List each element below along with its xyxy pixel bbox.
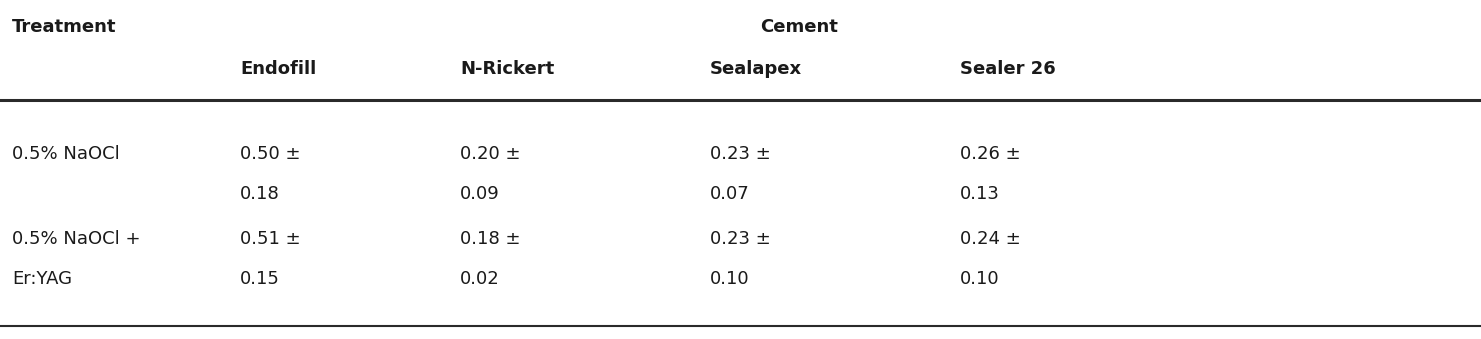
Text: 0.23 ±: 0.23 ±: [709, 145, 770, 163]
Text: 0.5% NaOCl: 0.5% NaOCl: [12, 145, 120, 163]
Text: Cement: Cement: [760, 18, 838, 36]
Text: 0.5% NaOCl +: 0.5% NaOCl +: [12, 230, 141, 248]
Text: Sealer 26: Sealer 26: [960, 60, 1056, 78]
Text: Sealapex: Sealapex: [709, 60, 803, 78]
Text: 0.10: 0.10: [709, 270, 749, 288]
Text: 0.10: 0.10: [960, 270, 1000, 288]
Text: 0.51 ±: 0.51 ±: [240, 230, 301, 248]
Text: 0.18: 0.18: [240, 185, 280, 203]
Text: 0.26 ±: 0.26 ±: [960, 145, 1020, 163]
Text: 0.23 ±: 0.23 ±: [709, 230, 770, 248]
Text: 0.18 ±: 0.18 ±: [461, 230, 520, 248]
Text: 0.15: 0.15: [240, 270, 280, 288]
Text: Treatment: Treatment: [12, 18, 117, 36]
Text: 0.07: 0.07: [709, 185, 749, 203]
Text: 0.24 ±: 0.24 ±: [960, 230, 1020, 248]
Text: 0.09: 0.09: [461, 185, 499, 203]
Text: Endofill: Endofill: [240, 60, 317, 78]
Text: 0.20 ±: 0.20 ±: [461, 145, 520, 163]
Text: 0.02: 0.02: [461, 270, 499, 288]
Text: 0.13: 0.13: [960, 185, 1000, 203]
Text: Er:YAG: Er:YAG: [12, 270, 73, 288]
Text: 0.50 ±: 0.50 ±: [240, 145, 301, 163]
Text: N-Rickert: N-Rickert: [461, 60, 554, 78]
